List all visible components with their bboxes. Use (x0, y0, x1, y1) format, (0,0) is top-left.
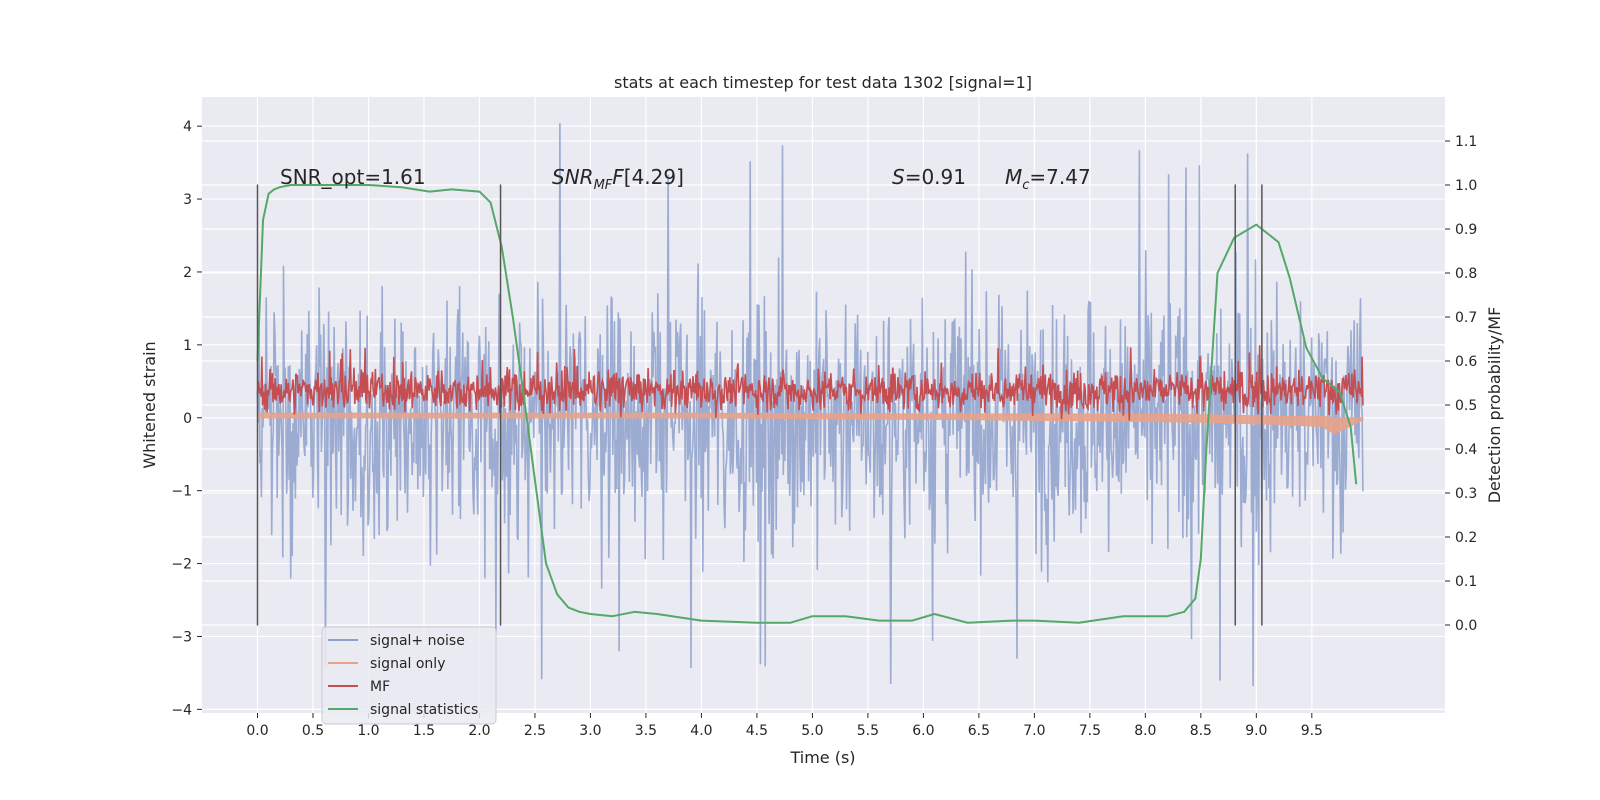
y-tick-label-right: 0.9 (1455, 222, 1477, 238)
y-tick-label-right: 0.4 (1455, 442, 1477, 458)
y-tick-label-right: 1.1 (1455, 134, 1477, 150)
series-signal-statistics (256, 184, 1358, 624)
y-axis-label-right: Detection probability/MF (1485, 307, 1504, 504)
series-signal-only-band (256, 412, 1364, 435)
annotation-snr-mf-value: [4.29] (624, 165, 684, 189)
series-signal-statistics-line (256, 184, 1358, 624)
y-tick-label-left: 3 (183, 192, 192, 208)
x-tick-label: 9.5 (1301, 723, 1323, 739)
y-tick-label-right: 1.0 (1455, 178, 1477, 194)
y-tick-label-left: −4 (171, 702, 192, 718)
y-tick-label-right: 0.6 (1455, 354, 1477, 370)
y-tick-label-left: −3 (171, 629, 192, 645)
y-tick-label-right: 0.3 (1455, 486, 1477, 502)
annotation-s-value: =0.91 (905, 165, 966, 189)
x-tick-label: 9.0 (1245, 723, 1267, 739)
y-tick-label-right: 0.2 (1455, 530, 1477, 546)
y-tick-label-left: −2 (171, 557, 192, 573)
x-tick-label: 1.5 (413, 723, 435, 739)
y-tick-label-right: 0.1 (1455, 574, 1477, 590)
x-axis-label: Time (s) (789, 748, 855, 767)
x-tick-label: 6.5 (968, 723, 990, 739)
annotation-snr-opt: SNR_opt=1.61 (280, 165, 426, 189)
chart-title: stats at each timestep for test data 130… (614, 73, 1032, 92)
y-tick-label-left: −1 (171, 484, 192, 500)
x-tick-label: 7.0 (1023, 723, 1045, 739)
legend-label: MF (370, 679, 390, 695)
x-tick-label: 3.5 (635, 723, 657, 739)
y-tick-label-left: 4 (183, 119, 192, 135)
x-tick-label: 6.0 (912, 723, 934, 739)
x-tick-label: 7.5 (1079, 723, 1101, 739)
annotation-s: S=0.91 (892, 165, 966, 189)
legend-label: signal only (370, 656, 445, 672)
series-mf-line (256, 345, 1364, 421)
y-tick-label-right: 0.0 (1455, 618, 1477, 634)
x-tick-label: 3.0 (579, 723, 601, 739)
x-tick-label: 8.0 (1134, 723, 1156, 739)
legend-label: signal+ noise (370, 633, 465, 649)
series-signal-only (256, 412, 1364, 435)
x-ticks: 0.0 0.5 1.0 1.5 2.0 2.5 3.0 3.5 4.0 4.5 5.0 5.5 6.0 6… (246, 713, 1323, 739)
x-tick-label: 4.5 (746, 723, 768, 739)
vertical-markers (256, 184, 1263, 626)
x-tick-label: 1.0 (357, 723, 379, 739)
legend: signal+ noise signal only MF signal statist… (321, 626, 497, 725)
y-tick-label-left: 2 (183, 265, 192, 281)
y-tick-label-right: 0.8 (1455, 266, 1477, 282)
series-signal-noise (256, 123, 1364, 687)
y-tick-label-right: 0.5 (1455, 398, 1477, 414)
y-tick-label-left: 1 (183, 338, 192, 354)
x-tick-label: 2.5 (524, 723, 546, 739)
series-signal-noise-line (256, 123, 1364, 687)
x-tick-label: 0.5 (302, 723, 324, 739)
y-ticks-right: 1.1 1.0 0.9 0.8 0.7 0.6 0.5 0.4 0.3 0.2 0.1 0.0 (1445, 134, 1477, 634)
x-tick-label: 5.0 (801, 723, 823, 739)
y-tick-label-left: 0 (183, 411, 192, 427)
annotation-mc: Mc=7.47 (1005, 165, 1091, 193)
y-tick-label-right: 0.7 (1455, 310, 1477, 326)
series-mf (256, 345, 1364, 421)
legend-label: signal statistics (370, 702, 478, 718)
annotation-mc-value: =7.47 (1029, 165, 1090, 189)
y-axis-label-left: Whitened strain (140, 341, 159, 468)
legend-box (321, 626, 497, 725)
annotation-snr-mf: SNRMFF[4.29] (552, 165, 684, 193)
y-ticks-left: 4 3 2 1 0 −1 −2 −3 −4 (171, 119, 202, 718)
x-tick-label: 5.5 (857, 723, 879, 739)
x-tick-label: 2.0 (468, 723, 490, 739)
x-tick-label: 0.0 (246, 723, 268, 739)
x-tick-label: 8.5 (1190, 723, 1212, 739)
x-tick-label: 4.0 (690, 723, 712, 739)
